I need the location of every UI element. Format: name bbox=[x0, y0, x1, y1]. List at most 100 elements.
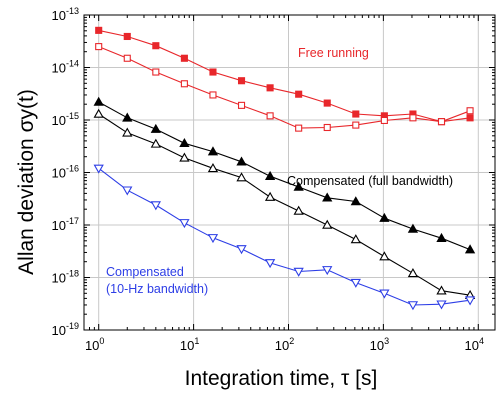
data-point-3-6 bbox=[264, 191, 276, 201]
data-point-1-4 bbox=[209, 91, 217, 99]
data-point-4-0 bbox=[93, 164, 104, 174]
x-tick-label-4-base: 10 bbox=[465, 338, 479, 353]
data-point-2-6 bbox=[264, 170, 276, 180]
data-point-1-11 bbox=[409, 114, 417, 122]
data-point-2-13 bbox=[464, 244, 476, 254]
annotation-compensated-full: Compensated (full bandwidth) bbox=[287, 174, 453, 188]
data-point-4-5 bbox=[236, 245, 247, 255]
data-point-4-10 bbox=[379, 289, 390, 299]
data-point-3-2 bbox=[150, 138, 161, 148]
data-point-1-7 bbox=[295, 124, 303, 132]
x-tick-label-3-exponent: 3 bbox=[384, 336, 389, 346]
x-tick-label-2-base: 10 bbox=[275, 338, 289, 353]
y-tick-label-5-exponent: -18 bbox=[66, 269, 79, 279]
data-point-1-5 bbox=[237, 101, 246, 109]
data-point-2-11 bbox=[407, 223, 419, 233]
data-point-1-9 bbox=[352, 121, 360, 129]
data-point-4-12 bbox=[436, 300, 447, 310]
data-point-3-10 bbox=[379, 251, 390, 261]
data-point-4-6 bbox=[264, 259, 276, 269]
data-point-3-7 bbox=[293, 205, 304, 215]
data-point-1-1 bbox=[123, 54, 131, 62]
data-point-1-12 bbox=[437, 118, 446, 126]
data-point-1-3 bbox=[180, 80, 188, 88]
x-tick-label-4-exponent: 4 bbox=[479, 336, 484, 346]
data-point-0-3 bbox=[180, 54, 188, 62]
data-point-0-4 bbox=[209, 68, 217, 76]
data-point-2-5 bbox=[236, 156, 247, 166]
y-tick-label-0: 10-13 bbox=[52, 6, 79, 23]
series-line-4 bbox=[98, 167, 471, 306]
annotations: Free running Compensated (full bandwidth… bbox=[106, 46, 453, 296]
annotation-10hz-bandwidth: (10-Hz bandwidth) bbox=[106, 282, 208, 296]
data-point-2-7 bbox=[293, 181, 304, 191]
data-point-4-9 bbox=[350, 278, 361, 288]
x-tick-label-4: 104 bbox=[465, 336, 484, 353]
data-point-3-12 bbox=[436, 285, 447, 295]
y-tick-label-3-exponent: -16 bbox=[66, 164, 79, 174]
series-2 bbox=[93, 96, 476, 254]
data-point-4-7 bbox=[293, 267, 304, 277]
annotation-free-running: Free running bbox=[298, 46, 369, 60]
y-tick-label-2-exponent: -15 bbox=[66, 111, 79, 121]
data-point-0-6 bbox=[266, 84, 274, 92]
y-tick-label-3-base: 10 bbox=[52, 166, 66, 181]
data-point-1-8 bbox=[323, 123, 331, 132]
data-point-0-9 bbox=[352, 110, 360, 118]
series-3 bbox=[93, 108, 476, 299]
y-tick-label-5: 10-18 bbox=[52, 269, 79, 286]
data-point-1-10 bbox=[380, 116, 388, 125]
x-axis-title: Integration time, τ [s] bbox=[185, 367, 378, 390]
data-point-3-8 bbox=[322, 219, 333, 229]
data-point-4-11 bbox=[407, 301, 419, 311]
data-point-0-5 bbox=[237, 77, 246, 85]
data-point-3-4 bbox=[207, 163, 219, 173]
x-tick-label-3-base: 10 bbox=[370, 338, 384, 353]
data-point-3-11 bbox=[407, 268, 419, 278]
x-tick-label-1: 101 bbox=[180, 336, 199, 353]
data-point-3-1 bbox=[122, 127, 133, 137]
data-point-3-0 bbox=[93, 108, 104, 118]
y-tick-label-4-exponent: -17 bbox=[66, 216, 79, 226]
data-point-2-3 bbox=[179, 137, 190, 148]
series-line-0 bbox=[98, 29, 471, 123]
data-point-1-0 bbox=[95, 43, 103, 51]
data-point-2-1 bbox=[122, 112, 133, 122]
data-point-0-0 bbox=[95, 26, 103, 34]
x-tick-label-1-exponent: 1 bbox=[194, 336, 199, 346]
series-layer bbox=[93, 26, 476, 311]
grid-lines bbox=[84, 14, 495, 331]
y-tick-label-1: 10-14 bbox=[52, 59, 79, 76]
data-point-2-10 bbox=[379, 212, 390, 222]
data-point-4-13 bbox=[464, 296, 476, 306]
y-axis-title: Allan deviation σy(t) bbox=[15, 89, 38, 275]
data-point-1-13 bbox=[466, 107, 474, 115]
x-tick-label-1-base: 10 bbox=[180, 338, 194, 353]
data-point-3-9 bbox=[350, 234, 361, 244]
series-line-2 bbox=[98, 101, 471, 251]
x-tick-label-0-exponent: 0 bbox=[99, 336, 104, 346]
x-tick-label-0-base: 10 bbox=[85, 338, 99, 353]
y-tick-label-3: 10-16 bbox=[52, 164, 79, 181]
y-tick-label-6-base: 10 bbox=[52, 323, 66, 338]
data-point-4-4 bbox=[207, 234, 219, 244]
data-point-3-5 bbox=[236, 172, 247, 182]
data-point-1-2 bbox=[152, 68, 160, 76]
y-tick-label-5-base: 10 bbox=[52, 271, 66, 286]
series-line-3 bbox=[98, 113, 471, 296]
y-tick-label-4-base: 10 bbox=[52, 218, 66, 233]
series-line-1 bbox=[98, 46, 471, 129]
x-tick-label-2: 102 bbox=[275, 336, 294, 353]
data-point-0-8 bbox=[323, 99, 331, 107]
x-tick-label-2-exponent: 2 bbox=[289, 336, 294, 346]
data-point-2-2 bbox=[150, 123, 161, 133]
data-point-4-1 bbox=[122, 186, 133, 196]
data-point-2-8 bbox=[322, 192, 333, 202]
data-point-0-13 bbox=[466, 114, 474, 122]
data-point-4-8 bbox=[322, 266, 333, 276]
data-point-2-0 bbox=[93, 96, 104, 106]
data-point-4-2 bbox=[150, 201, 161, 211]
data-point-2-4 bbox=[207, 146, 219, 156]
data-point-3-3 bbox=[179, 152, 190, 162]
